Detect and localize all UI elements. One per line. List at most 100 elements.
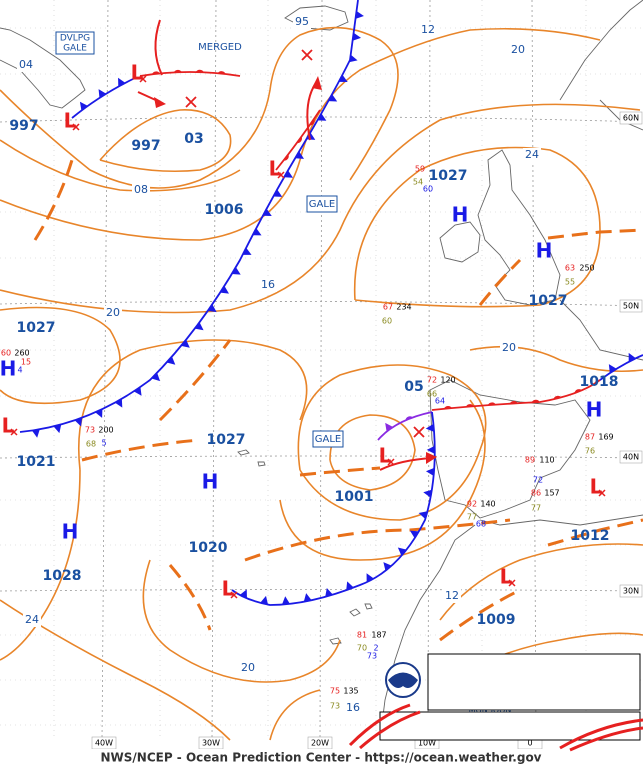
pressure-label: 1001 [335,489,374,505]
front-triangle [31,429,40,438]
label-bg [17,58,35,72]
station-value: 73 [85,426,95,435]
warm-front [275,109,321,171]
front-triangle [74,417,83,427]
front-triangle [338,74,348,83]
islands [237,449,373,645]
station-value: 72 [427,376,437,385]
front-semicircle [531,399,540,403]
footer: NWS/NCEP - Ocean Prediction Center - htt… [100,751,541,765]
front-semicircle [309,118,315,126]
label-bg [509,43,527,57]
label-bg [344,701,362,715]
info-box [427,653,641,711]
isobar-label: 04 [19,58,33,71]
front-semicircle [509,401,518,404]
station-value: 72 [533,476,543,485]
station-value: 63 [565,264,575,273]
britain [477,149,561,306]
isobar-label: 24 [525,148,539,161]
minor-grid [0,0,643,740]
label-bg [239,661,257,675]
front-triangle [114,398,123,408]
front-triangle [79,101,88,111]
gale-box [306,195,338,213]
front-triangle [608,364,617,374]
storm-tracks [137,19,437,471]
low-center: L [2,414,15,438]
front-triangle [220,285,229,294]
station-value: 140 [480,500,495,509]
high-center: H [586,398,603,422]
low-x [230,591,238,599]
station-value: 55 [565,278,575,287]
lat-label: 40N [623,453,639,462]
warm-front [431,379,601,411]
low-center: L [222,577,235,601]
pressure-label: 1009 [477,612,516,628]
front-triangle [628,352,636,362]
front-semicircle [296,136,302,144]
station-value: 67 [383,303,393,312]
isobar-label: 12 [445,589,459,602]
merged-label: MERGED [198,42,242,53]
station-value: 157 [544,489,559,498]
pressure-label: 1027 [529,293,568,309]
front-triangle [423,489,432,498]
isobar-label: 95 [295,15,309,28]
station-value: 75 [330,687,340,696]
lon-label: 10W [418,739,436,748]
front-triangle [425,423,435,432]
high-center: H [62,520,79,544]
axis-bg [619,299,643,313]
low-x [72,123,80,131]
isobar-label: 12 [421,23,435,36]
station-value: 60 [423,185,433,194]
pressure-label: 1021 [17,454,56,470]
front-triangle [133,386,142,396]
front-triangle [284,170,293,178]
front-semicircle [465,404,474,407]
station-value: 260 [14,349,29,358]
front-triangle [242,247,252,255]
front-triangle [98,89,107,98]
station-value: 169 [598,433,613,442]
cold-front [19,0,359,433]
front-triangle [273,189,283,197]
dvlpg-box [55,31,95,55]
front-triangle [281,596,290,605]
lon-label: 30W [202,739,220,748]
axis-bg [619,584,643,598]
station-value: 250 [579,264,594,273]
label-bg [104,306,122,320]
pressure-label: 997 [9,118,38,134]
major-grid [0,0,643,741]
station-value: 68 [86,440,96,449]
iberia [429,379,591,519]
low-center: L [500,565,513,589]
station-value: 73 [367,652,377,661]
station-value: 135 [343,687,358,696]
front-semicircle [173,69,182,73]
station-value: 187 [371,631,386,640]
front-triangle [397,547,407,556]
label-bg [23,613,41,627]
station-value: 59 [415,165,425,174]
pressure-label: 1028 [43,568,82,584]
pressure-label: 1027 [429,168,468,184]
front-triangle [352,32,362,41]
station-value: 92 [467,500,477,509]
station-value: 77 [467,513,477,522]
station-value: 200 [98,426,113,435]
front-triangle [262,208,272,217]
isobars [0,26,643,741]
low-center: L [379,444,392,468]
station-value: 4 [17,366,22,375]
isobar-label: 20 [511,43,525,56]
front-semicircle [594,379,600,384]
isobar-label: 20 [502,341,516,354]
low-center: L [131,61,144,85]
axis-bg [619,111,643,125]
isobar-label: 24 [25,613,39,626]
